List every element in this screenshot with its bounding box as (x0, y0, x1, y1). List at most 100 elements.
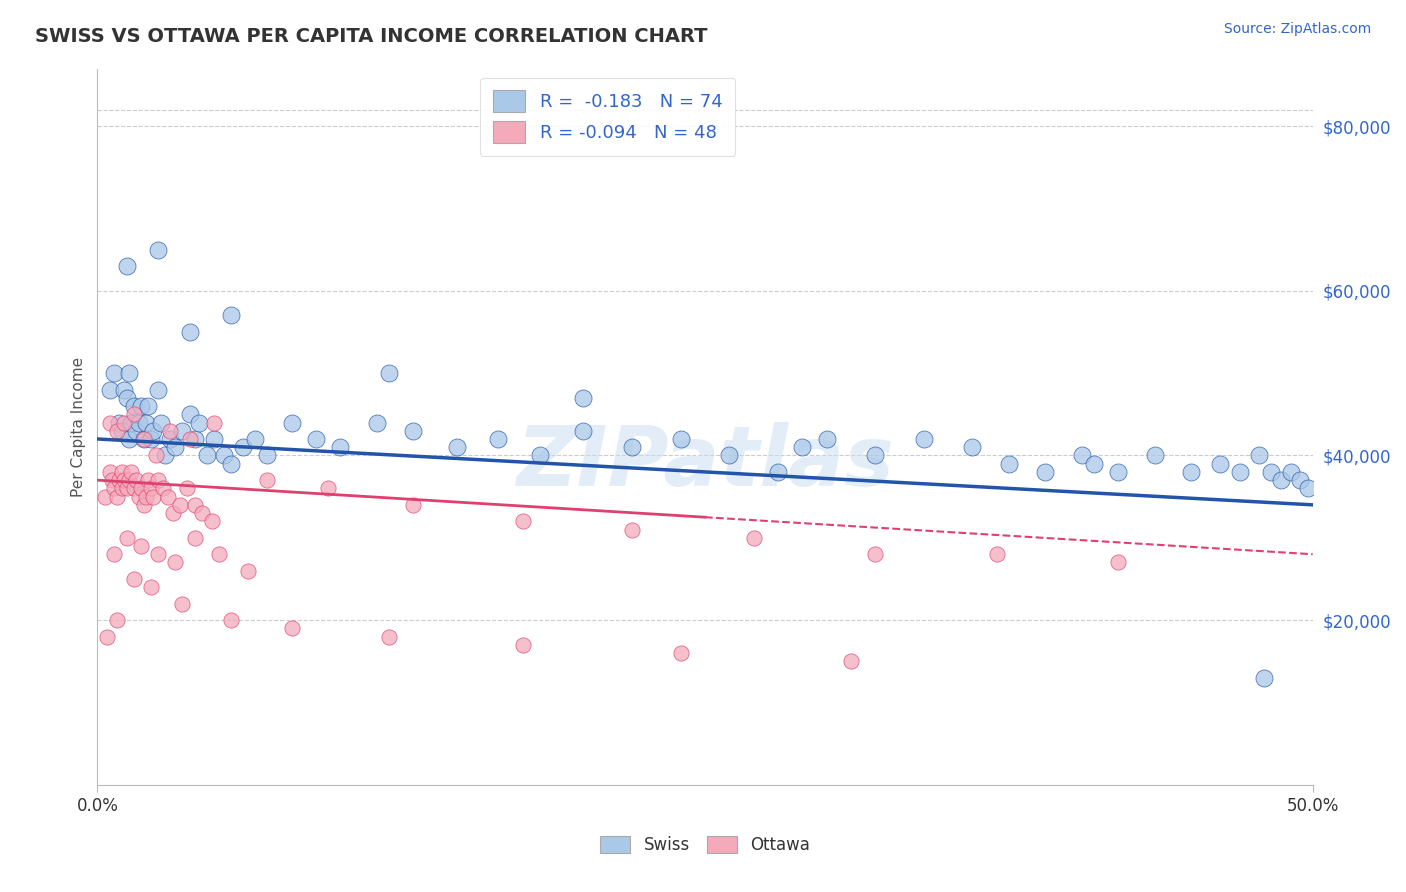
Point (101, 473, 124, 487)
Point (156, 490, 179, 504)
Point (1279, 465, 1302, 479)
Point (183, 498, 205, 512)
Point (1083, 457, 1105, 471)
Point (863, 547, 886, 561)
Point (135, 490, 157, 504)
Point (200, 514, 222, 528)
Point (402, 424, 425, 438)
Text: Source: ZipAtlas.com: Source: ZipAtlas.com (1223, 22, 1371, 37)
Point (219, 309, 242, 323)
Point (191, 506, 214, 520)
Point (125, 473, 148, 487)
Point (138, 399, 160, 413)
Point (98, 383, 121, 397)
Point (281, 416, 304, 430)
Point (188, 416, 211, 430)
Point (142, 490, 165, 504)
Legend: Swiss, Ottawa: Swiss, Ottawa (592, 828, 818, 863)
Point (122, 399, 145, 413)
Point (112, 416, 135, 430)
Point (621, 440, 644, 454)
Point (111, 465, 134, 479)
Point (98, 416, 121, 430)
Point (165, 556, 187, 570)
Point (103, 547, 125, 561)
Point (145, 449, 167, 463)
Point (572, 424, 595, 438)
Point (152, 482, 174, 496)
Point (1289, 473, 1312, 487)
Point (962, 440, 984, 454)
Point (1249, 449, 1271, 463)
Point (839, 654, 862, 668)
Point (236, 564, 259, 578)
Point (1180, 465, 1202, 479)
Point (132, 498, 155, 512)
Text: ZIPatlas: ZIPatlas (516, 422, 894, 503)
Point (202, 432, 225, 446)
Point (329, 440, 352, 454)
Point (179, 432, 201, 446)
Point (172, 424, 194, 438)
Point (208, 547, 231, 561)
Point (142, 424, 165, 438)
Point (120, 416, 142, 430)
Point (792, 440, 814, 454)
Text: SWISS VS OTTAWA PER CAPITA INCOME CORRELATION CHART: SWISS VS OTTAWA PER CAPITA INCOME CORREL… (35, 27, 707, 45)
Point (183, 432, 205, 446)
Point (172, 597, 194, 611)
Point (135, 416, 157, 430)
Y-axis label: Per Capita Income: Per Capita Income (72, 357, 86, 497)
Point (155, 449, 177, 463)
Point (195, 449, 218, 463)
Point (202, 416, 225, 430)
Point (103, 482, 125, 496)
Point (766, 465, 789, 479)
Point (446, 440, 468, 454)
Point (159, 424, 181, 438)
Point (118, 473, 141, 487)
Point (108, 416, 131, 430)
Point (572, 391, 595, 405)
Point (366, 416, 388, 430)
Point (122, 407, 145, 421)
Point (146, 383, 169, 397)
Point (1253, 671, 1275, 685)
Point (1033, 465, 1056, 479)
Point (108, 473, 131, 487)
Point (1296, 482, 1319, 496)
Point (1143, 449, 1166, 463)
Point (139, 580, 162, 594)
Point (1229, 465, 1251, 479)
Point (129, 539, 152, 553)
Point (256, 473, 278, 487)
Point (122, 572, 145, 586)
Point (176, 482, 198, 496)
Point (93, 490, 115, 504)
Point (281, 621, 304, 635)
Point (179, 407, 201, 421)
Point (183, 531, 205, 545)
Point (169, 498, 191, 512)
Point (512, 638, 534, 652)
Point (998, 457, 1021, 471)
Point (402, 498, 425, 512)
Point (245, 432, 267, 446)
Point (146, 547, 169, 561)
Point (256, 449, 278, 463)
Point (129, 482, 152, 496)
Point (129, 399, 152, 413)
Point (111, 482, 134, 496)
Point (118, 366, 141, 380)
Point (742, 531, 765, 545)
Point (486, 432, 509, 446)
Point (159, 432, 181, 446)
Point (105, 424, 128, 438)
Point (1107, 556, 1129, 570)
Point (112, 473, 135, 487)
Point (1107, 465, 1129, 479)
Point (98, 465, 121, 479)
Point (96, 630, 118, 644)
Point (621, 523, 644, 537)
Point (912, 432, 935, 446)
